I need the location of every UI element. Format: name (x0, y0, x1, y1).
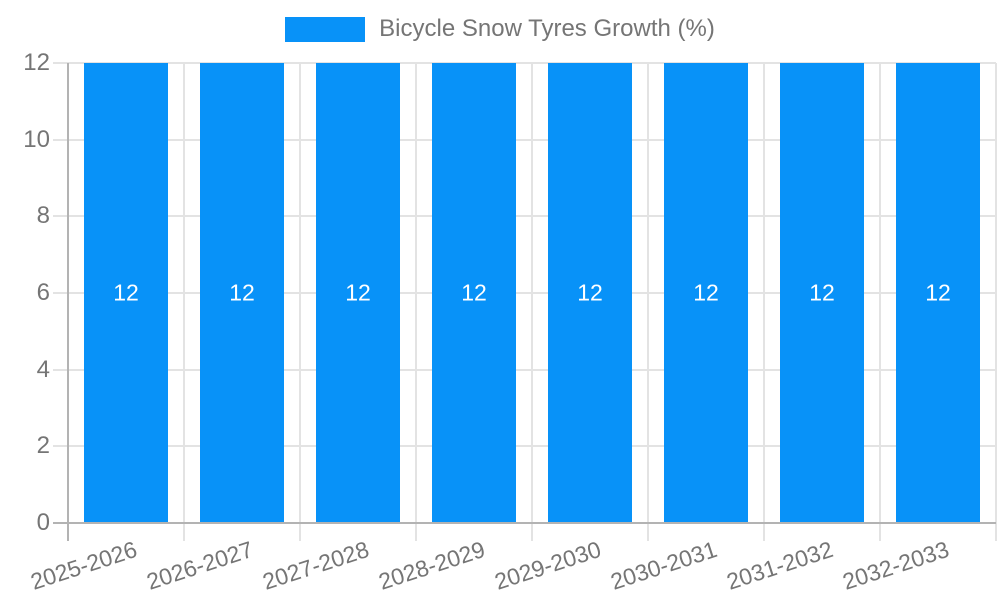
x-gridline (647, 63, 649, 541)
y-gridline (53, 62, 996, 64)
y-axis-tick-label: 8 (36, 202, 50, 230)
x-gridline (531, 63, 533, 541)
bar-value-label: 12 (925, 279, 951, 306)
bar-value-label: 12 (461, 279, 487, 306)
bar[interactable] (896, 63, 980, 523)
y-axis-tick-label: 0 (36, 509, 50, 536)
y-gridline (53, 292, 996, 294)
x-gridline (299, 63, 301, 541)
x-gridline (763, 63, 765, 541)
bar[interactable] (548, 63, 632, 523)
bar-value-label: 12 (345, 279, 371, 306)
legend-label: Bicycle Snow Tyres Growth (%) (379, 15, 715, 42)
bar-value-label: 12 (693, 279, 719, 306)
x-axis-tick-label: 2029-2030 (491, 536, 605, 595)
y-gridline (53, 138, 996, 141)
legend-swatch-icon (285, 16, 366, 42)
bar-value-label: 12 (113, 279, 139, 306)
y-gridline (53, 215, 996, 218)
bar[interactable] (200, 63, 284, 523)
y-axis-tick-label: 4 (36, 355, 50, 383)
x-axis-tick-label: 2028-2029 (375, 536, 489, 595)
x-gridline (183, 63, 185, 541)
bar-value-label: 12 (577, 279, 603, 306)
y-gridline (53, 445, 996, 448)
bar[interactable] (664, 63, 748, 523)
y-axis-tick-label: 6 (36, 279, 50, 306)
y-axis-tick-label: 2 (36, 432, 50, 460)
legend: Bicycle Snow Tyres Growth (%) (0, 15, 1000, 43)
bar[interactable] (780, 63, 864, 523)
bar[interactable] (316, 63, 400, 523)
bar[interactable] (432, 63, 516, 523)
x-axis-tick-label: 2031-2032 (723, 536, 837, 595)
legend-item[interactable]: Bicycle Snow Tyres Growth (%) (285, 15, 715, 43)
y-axis-tick-label: 12 (23, 49, 50, 76)
y-axis-line (67, 63, 69, 541)
x-axis-tick-label: 2027-2028 (259, 536, 373, 595)
x-axis-tick-label: 2032-2033 (839, 536, 953, 595)
y-axis-tick-label: 10 (23, 125, 50, 153)
x-gridline (879, 63, 881, 541)
x-axis-line (53, 522, 996, 524)
x-axis-tick-label: 2025-2026 (27, 536, 141, 595)
y-gridline (53, 368, 996, 371)
bar-value-label: 12 (809, 279, 835, 306)
x-gridline (995, 63, 997, 541)
bar-value-label: 12 (229, 279, 255, 306)
bar[interactable] (84, 63, 168, 523)
x-gridline (415, 63, 417, 541)
x-axis-tick-label: 2026-2027 (143, 536, 257, 595)
x-axis-tick-label: 2030-2031 (607, 536, 721, 595)
